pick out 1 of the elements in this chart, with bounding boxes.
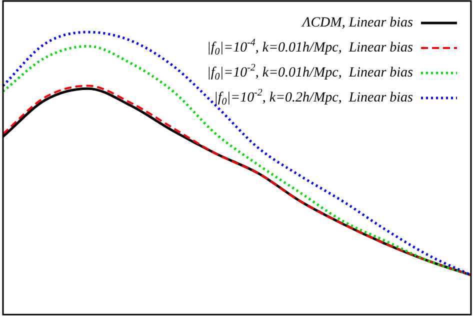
legend-label: ΛCDM, Linear bias xyxy=(300,16,414,31)
